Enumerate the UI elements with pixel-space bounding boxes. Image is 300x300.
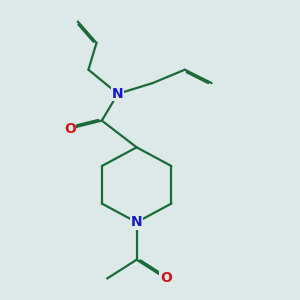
Text: O: O [160, 272, 172, 286]
Text: N: N [112, 87, 124, 101]
Text: N: N [131, 215, 142, 229]
Text: O: O [64, 122, 76, 136]
